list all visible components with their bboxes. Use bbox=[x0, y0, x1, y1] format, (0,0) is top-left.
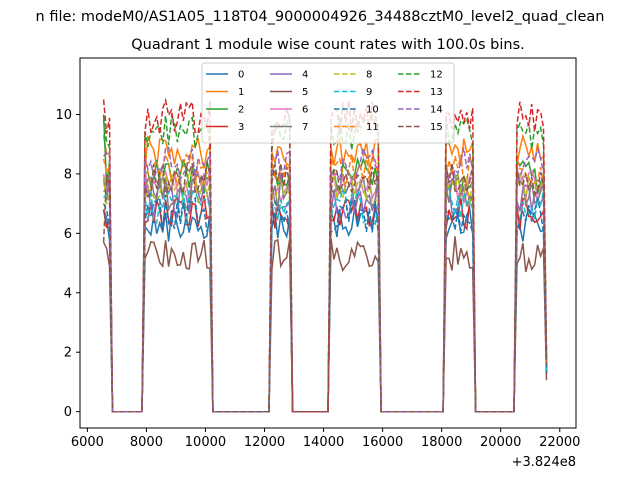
series-line-4 bbox=[102, 182, 548, 413]
legend-label-13: 13 bbox=[430, 87, 443, 98]
plot-area bbox=[102, 97, 548, 413]
x-tick-label: 14000 bbox=[303, 435, 344, 450]
legend-label-4: 4 bbox=[302, 70, 308, 81]
y-axis: 0 2 4 6 8 10 bbox=[55, 108, 80, 420]
x-tick-label: 18000 bbox=[421, 435, 462, 450]
legend-label-2: 2 bbox=[238, 105, 244, 116]
legend-label-5: 5 bbox=[302, 87, 308, 98]
figure-suptitle: n file: modeM0/AS1A05_118T04_9000004926_… bbox=[36, 9, 605, 25]
legend-label-0: 0 bbox=[238, 70, 244, 81]
legend-label-10: 10 bbox=[366, 105, 379, 116]
legend-label-7: 7 bbox=[302, 122, 308, 133]
series-line-12 bbox=[102, 113, 548, 413]
legend-frame bbox=[201, 62, 455, 144]
legend-label-9: 9 bbox=[366, 87, 372, 98]
series-line-9 bbox=[103, 186, 548, 413]
legend-label-11: 11 bbox=[366, 122, 379, 133]
y-tick-label: 10 bbox=[55, 108, 72, 123]
legend-label-8: 8 bbox=[366, 70, 372, 81]
legend-label-15: 15 bbox=[430, 122, 443, 133]
legend-label-1: 1 bbox=[238, 87, 244, 98]
series-line-5 bbox=[102, 236, 548, 413]
series-line-10 bbox=[102, 196, 548, 413]
y-tick-label: 6 bbox=[64, 227, 72, 242]
series-line-7 bbox=[102, 173, 548, 413]
x-tick-label: 12000 bbox=[244, 435, 285, 450]
x-tick-label: 16000 bbox=[362, 435, 403, 450]
legend-label-3: 3 bbox=[238, 122, 244, 133]
chart-title: Quadrant 1 module wise count rates with … bbox=[131, 37, 525, 53]
x-axis-offset-label: +3.824e8 bbox=[512, 455, 576, 470]
x-tick-label: 22000 bbox=[539, 435, 580, 450]
x-tick-label: 10000 bbox=[185, 435, 226, 450]
y-tick-label: 2 bbox=[64, 346, 72, 361]
series-line-14 bbox=[103, 145, 548, 413]
x-tick-label: 8000 bbox=[130, 435, 163, 450]
legend-label-6: 6 bbox=[302, 105, 308, 116]
x-axis: 6000 8000 10000 12000 14000 16000 18000 20000 22… bbox=[71, 428, 580, 450]
legend-label-12: 12 bbox=[430, 70, 443, 81]
y-tick-label: 0 bbox=[64, 405, 72, 420]
x-tick-label: 20000 bbox=[480, 435, 521, 450]
series-line-15 bbox=[102, 162, 548, 413]
x-tick-label: 6000 bbox=[71, 435, 104, 450]
series-line-13 bbox=[102, 97, 548, 413]
y-tick-label: 4 bbox=[64, 286, 72, 301]
legend-label-14: 14 bbox=[430, 105, 443, 116]
series-line-11 bbox=[102, 151, 548, 413]
axes-frame bbox=[79, 57, 577, 429]
y-tick-label: 8 bbox=[64, 167, 72, 182]
